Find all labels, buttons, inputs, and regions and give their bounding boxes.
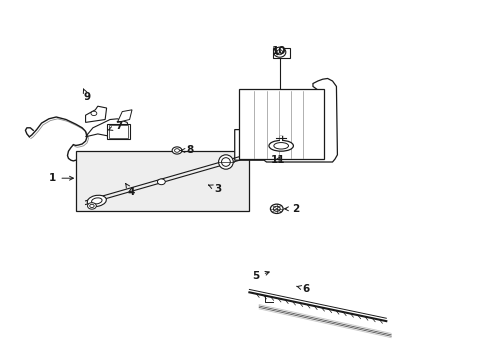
Ellipse shape [218,155,233,169]
Text: 7: 7 [108,121,122,131]
Polygon shape [234,78,337,162]
Bar [272,48,289,58]
Text: 8: 8 [180,145,193,156]
Bar [106,124,130,139]
Ellipse shape [157,179,165,185]
Text: 3: 3 [208,184,221,194]
Ellipse shape [268,140,293,151]
Polygon shape [85,106,106,122]
Bar [108,125,128,138]
Ellipse shape [273,206,280,211]
Ellipse shape [276,50,282,55]
Ellipse shape [172,147,182,154]
Bar [76,151,249,211]
Ellipse shape [89,204,94,207]
Ellipse shape [273,143,288,149]
Ellipse shape [273,47,285,57]
Text: 5: 5 [252,271,269,282]
Ellipse shape [174,149,179,152]
Ellipse shape [87,203,96,209]
Ellipse shape [87,195,106,207]
Text: 4: 4 [125,184,135,197]
Text: 6: 6 [296,284,308,294]
Text: 2: 2 [284,204,299,214]
Text: 10: 10 [271,46,285,56]
Ellipse shape [91,111,97,116]
Text: 11: 11 [270,155,285,165]
Text: 9: 9 [83,89,90,102]
Polygon shape [117,110,132,122]
Ellipse shape [91,198,102,204]
Ellipse shape [221,158,230,166]
Ellipse shape [270,204,283,213]
Polygon shape [85,119,129,137]
Bar [238,89,324,159]
Text: 1: 1 [49,173,73,183]
